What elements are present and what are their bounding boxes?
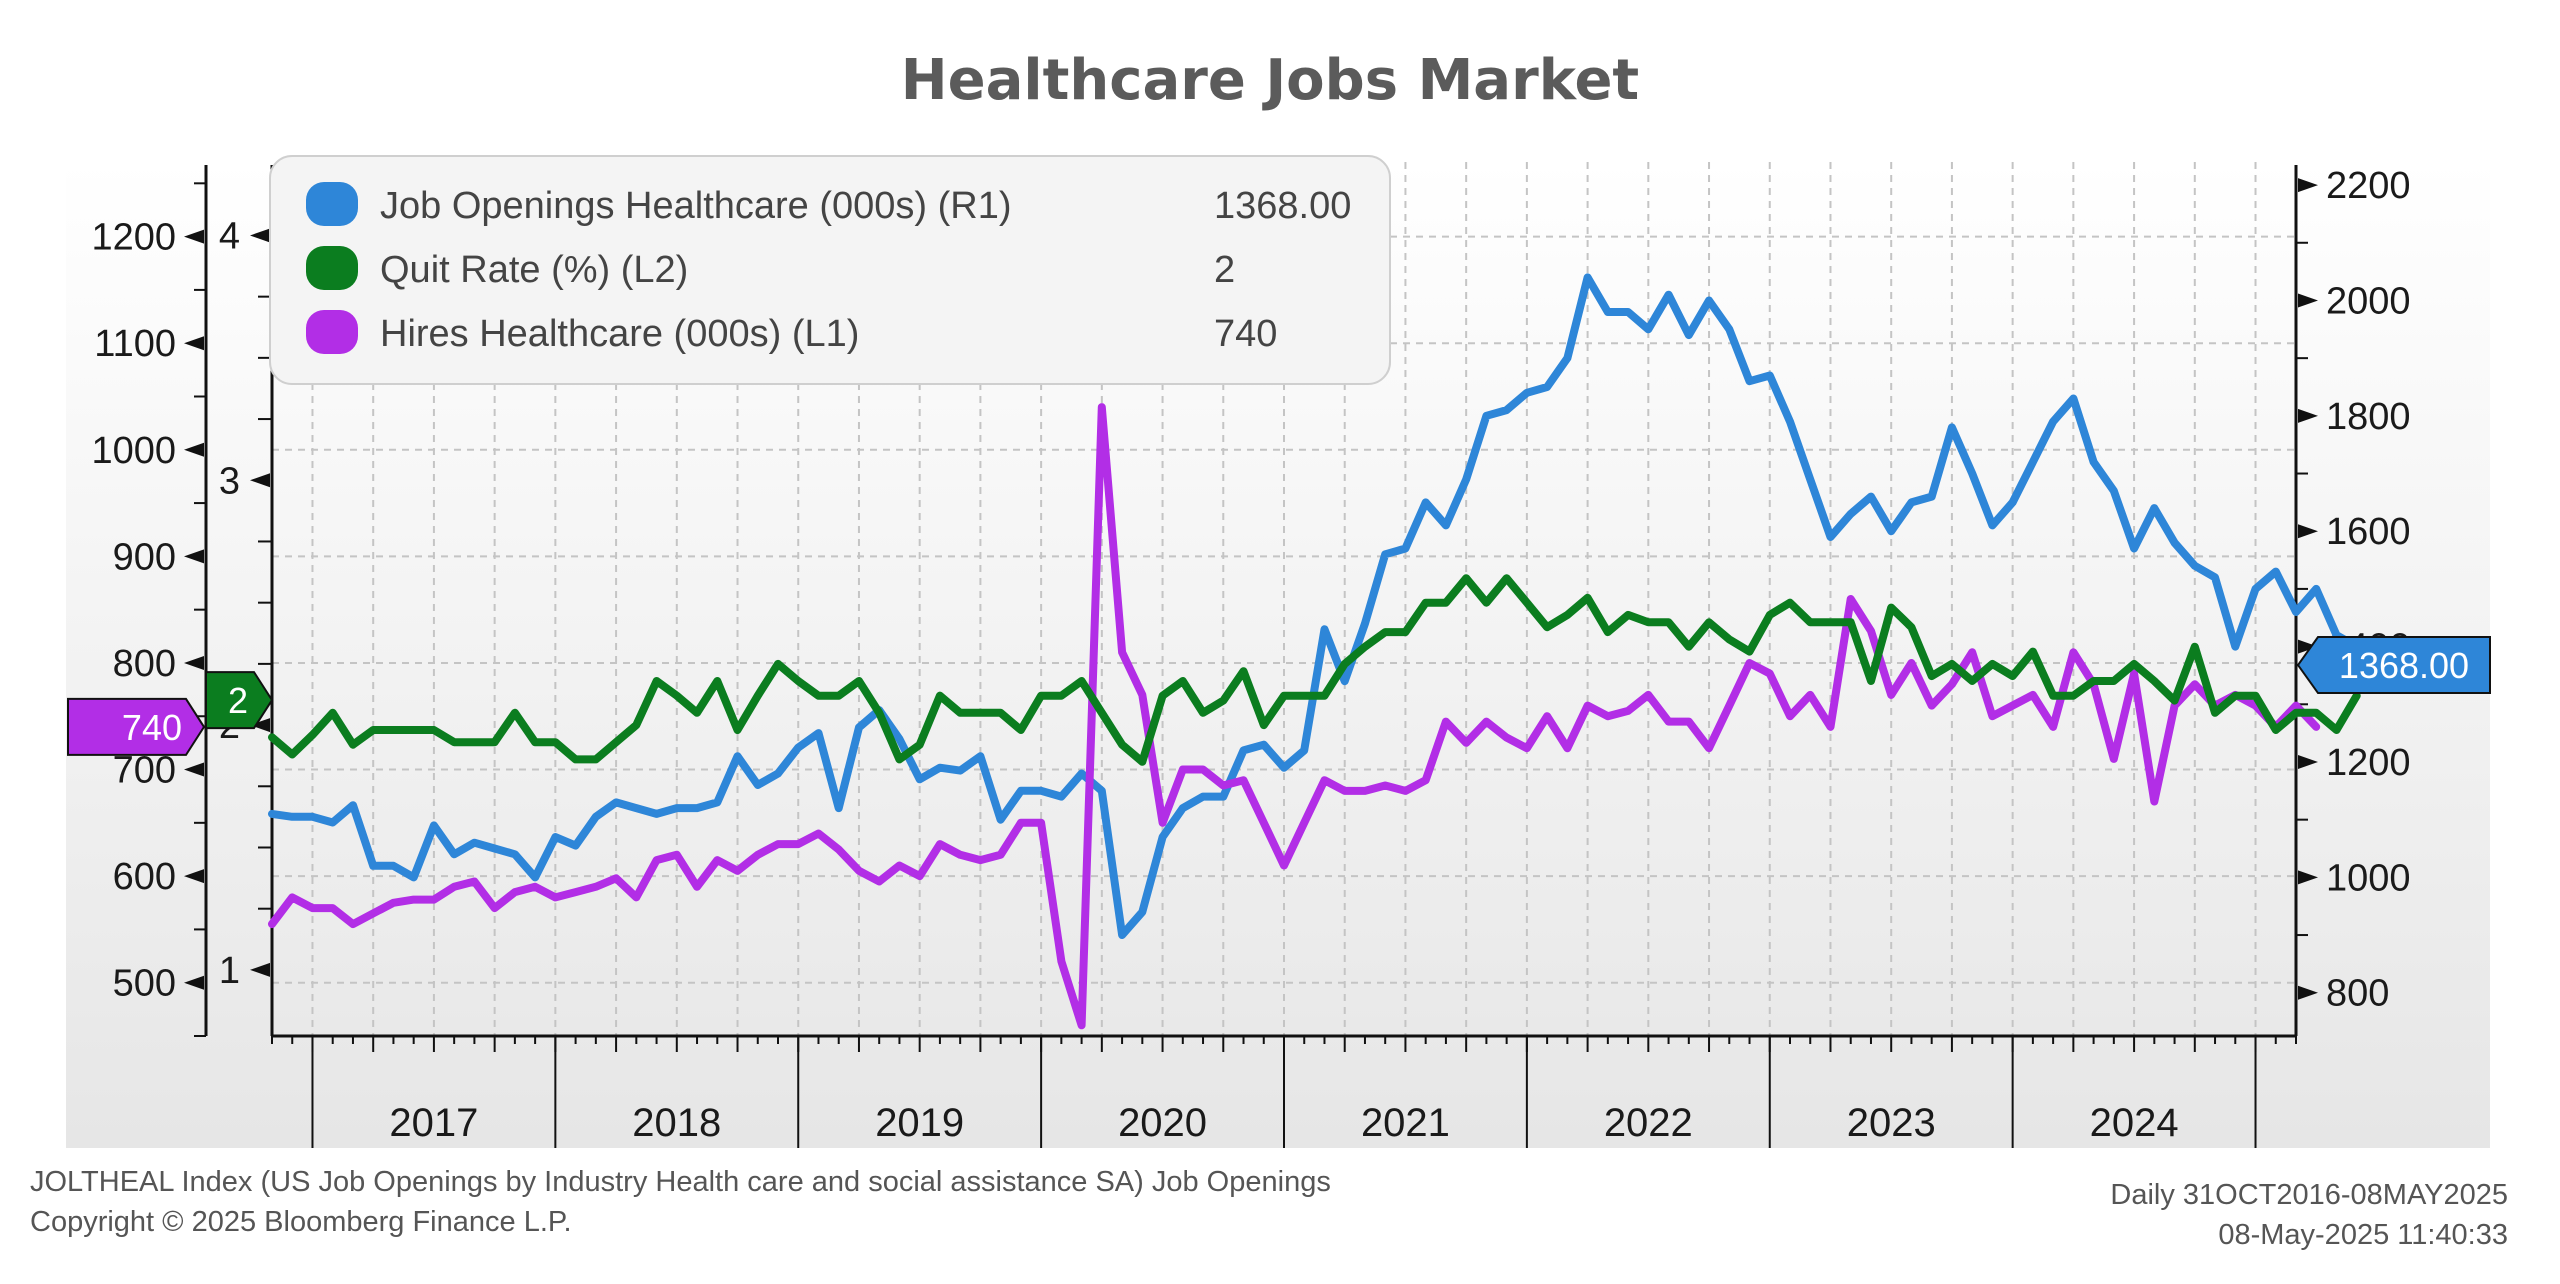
- l1-tick-label: 1200: [91, 217, 176, 259]
- badge-quit-rate: [205, 671, 274, 730]
- r1-tick-arrow: [2298, 408, 2318, 423]
- l1-tick-label: 1000: [91, 430, 176, 472]
- l1-tick-label: 500: [113, 963, 176, 1005]
- r1-tick-label: 2000: [2326, 280, 2411, 322]
- r1-tick-label: 1800: [2326, 396, 2411, 438]
- badge-hires: [67, 697, 206, 756]
- badge-job-openings-text: 1368.00: [2339, 645, 2469, 686]
- legend-swatch: [306, 246, 358, 290]
- year-label: 2023: [1847, 1101, 1936, 1145]
- legend: Job Openings Healthcare (000s) (R1) 1368.…: [269, 155, 1391, 385]
- legend-label: Quit Rate (%) (L2): [380, 249, 688, 291]
- r1-tick-label: 800: [2326, 973, 2389, 1015]
- copyright: Copyright © 2025 Bloomberg Finance L.P.: [30, 1206, 572, 1238]
- r1-tick-arrow: [2298, 639, 2318, 654]
- timestamp: 08-May-2025 11:40:33: [2218, 1219, 2508, 1251]
- year-label: 2022: [1604, 1101, 1693, 1145]
- r1-tick-label: 1600: [2326, 511, 2411, 553]
- year-label: 2019: [875, 1101, 964, 1145]
- series-line-l2: [268, 574, 2361, 766]
- l1-tick-arrow: [184, 549, 204, 564]
- l2-tick-label: 3: [219, 460, 240, 502]
- l1-tick-arrow: [184, 762, 204, 777]
- legend-swatch: [306, 310, 358, 354]
- r1-tick-arrow: [2298, 870, 2318, 885]
- year-label: 2021: [1361, 1101, 1450, 1145]
- l1-tick-arrow: [184, 442, 204, 457]
- l1-tick-label: 1100: [94, 323, 176, 365]
- l1-tick-label: 600: [113, 856, 176, 898]
- footnote: JOLTHEAL Index (US Job Openings by Indus…: [30, 1162, 1331, 1242]
- legend-box: [269, 155, 1391, 385]
- l1-tick-arrow: [184, 655, 204, 670]
- l1-tick-arrow: [184, 336, 204, 351]
- l2-tick-arrow: [250, 962, 270, 977]
- legend-value: 2: [1214, 249, 1235, 291]
- axes: 500 600 700 800 900 1000 1100 1200 1 2 3 4 800 1000 12…: [91, 165, 2411, 1148]
- badge-hires-text: 740: [122, 707, 182, 748]
- r1-tick-arrow: [2298, 178, 2318, 193]
- badge-job-openings: [2296, 636, 2491, 695]
- legend-value: 1368.00: [1214, 185, 1351, 227]
- r1-tick-arrow: [2298, 293, 2318, 308]
- year-label: 2018: [632, 1101, 721, 1145]
- l1-tick-label: 700: [113, 750, 176, 792]
- series-line-r1: [268, 273, 2361, 939]
- legend-label: Job Openings Healthcare (000s) (R1): [380, 185, 1012, 227]
- chart-title: Healthcare Jobs Market: [900, 48, 1640, 113]
- l2-tick-label: 4: [219, 215, 240, 257]
- series-line-l1: [268, 403, 2321, 1030]
- source-line: JOLTHEAL Index (US Job Openings by Indus…: [30, 1166, 1331, 1198]
- year-label: 2017: [389, 1101, 478, 1145]
- r1-tick-label: 2200: [2326, 165, 2411, 207]
- l2-tick-arrow: [250, 473, 270, 488]
- r1-tick-arrow: [2298, 524, 2318, 539]
- r1-tick-label: 1200: [2326, 742, 2411, 784]
- l1-tick-label: 900: [113, 536, 176, 578]
- legend-swatch: [306, 182, 358, 226]
- footer-right: Daily 31OCT2016-08MAY2025 08-May-2025 11…: [2110, 1175, 2508, 1255]
- l1-tick-arrow: [184, 975, 204, 990]
- r1-tick-label: 1000: [2326, 857, 2411, 899]
- legend-label: Hires Healthcare (000s) (L1): [380, 313, 859, 355]
- series-lines: [268, 273, 2361, 1030]
- r1-tick-arrow: [2298, 985, 2318, 1000]
- last-value-badges: 740 2 1368.00: [67, 636, 2491, 756]
- l1-tick-arrow: [184, 869, 204, 884]
- legend-value: 740: [1214, 313, 1277, 355]
- r1-tick-arrow: [2298, 754, 2318, 769]
- l1-tick-arrow: [184, 229, 204, 244]
- l2-tick-label: 1: [219, 950, 240, 992]
- year-label: 2024: [2090, 1101, 2179, 1145]
- l2-tick-arrow: [250, 228, 270, 243]
- l1-tick-label: 800: [113, 643, 176, 685]
- frequency-range: Daily 31OCT2016-08MAY2025: [2110, 1179, 2508, 1211]
- badge-quit-rate-text: 2: [228, 680, 248, 721]
- year-label: 2020: [1118, 1101, 1207, 1145]
- l2-tick-arrow: [250, 718, 270, 733]
